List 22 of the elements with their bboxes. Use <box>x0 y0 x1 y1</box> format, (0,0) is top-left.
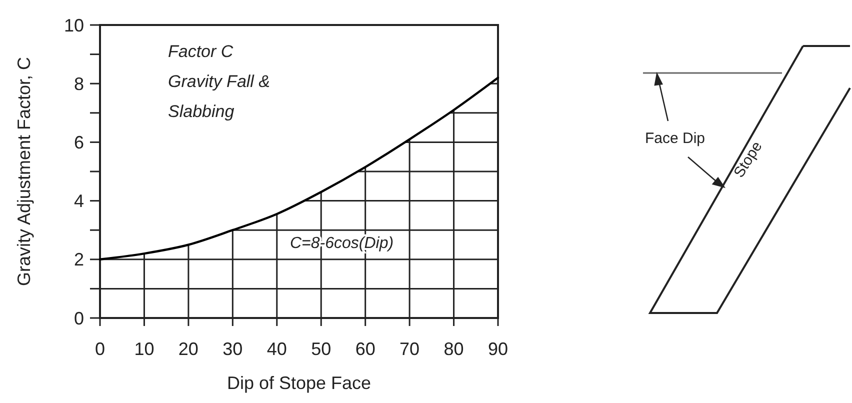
x-tick-label: 10 <box>134 339 154 359</box>
y-tick-label: 0 <box>74 308 84 328</box>
x-tick-label: 50 <box>311 339 332 359</box>
annotation: Factor C <box>168 42 234 61</box>
y-tick-label: 6 <box>74 132 84 152</box>
x-tick-label: 20 <box>178 339 198 359</box>
x-tick-label: 70 <box>400 339 420 359</box>
y-axis-title: Gravity Adjustment Factor, C <box>14 56 34 286</box>
y-tick-label: 8 <box>74 74 84 94</box>
y-tick-label: 10 <box>64 15 84 36</box>
y-tick-label: 4 <box>74 191 84 212</box>
annotation: Gravity Fall & <box>168 72 270 91</box>
x-tick-label: 40 <box>266 339 287 359</box>
x-tick-label: 0 <box>94 339 106 359</box>
x-tick-label: 60 <box>355 339 376 359</box>
x-tick-label: 30 <box>222 339 243 359</box>
x-tick-label: 90 <box>488 339 508 359</box>
y-tick-label: 2 <box>74 250 84 270</box>
x-axis-title: Dip of Stope Face <box>226 373 372 393</box>
x-tick-label: 80 <box>444 339 464 359</box>
text: Face Dip <box>644 130 706 147</box>
annotation: Slabbing <box>168 102 235 121</box>
